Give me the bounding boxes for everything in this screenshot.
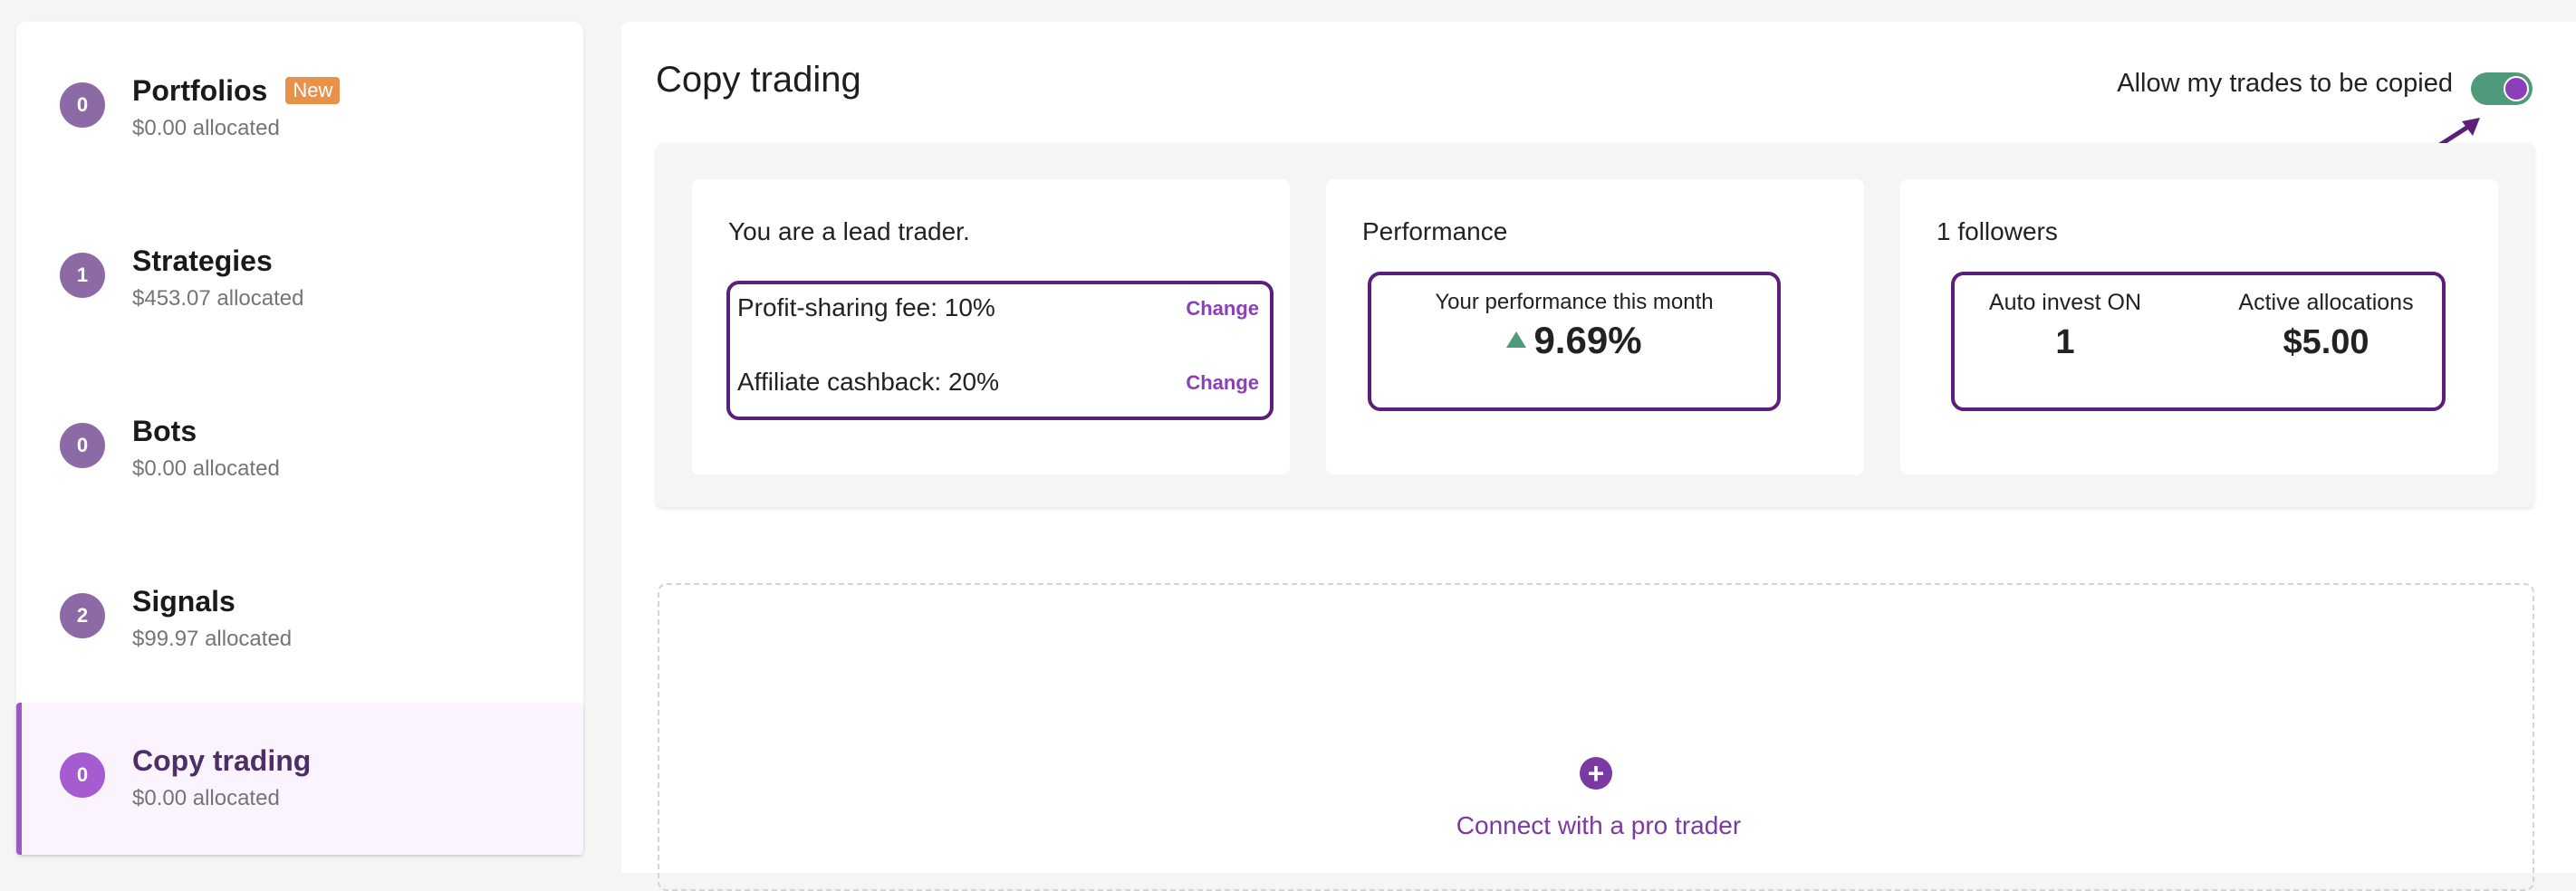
sidebar-item-label: Bots [132,415,197,447]
followers-stats-box: Auto invest ON 1 Active allocations $5.0… [1951,272,2446,411]
performance-value: 9.69% [1371,319,1777,362]
sidebar-item-strategies[interactable]: 1 Strategies $453.07 allocated [16,203,583,355]
sidebar-item-allocated: $453.07 allocated [132,286,304,311]
main-panel: Copy trading Allow my trades to be copie… [621,22,2576,891]
plus-circle-icon[interactable]: + [1580,757,1612,790]
auto-invest-stat: Auto invest ON 1 [1966,290,2165,362]
sidebar-item-label: Copy trading [132,744,312,777]
count-badge: 0 [60,423,105,468]
performance-percent: 9.69% [1533,319,1642,361]
active-allocations-value: $5.00 [2283,323,2369,361]
up-arrow-icon [1506,331,1527,348]
sidebar-item-allocated: $0.00 allocated [132,456,280,481]
allow-copy-label: Allow my trades to be copied [2117,69,2453,98]
fee-settings-box: Profit-sharing fee: 10% Change Affiliate… [726,281,1274,420]
sidebar-item-allocated: $0.00 allocated [132,786,280,810]
new-badge: New [285,77,341,104]
sidebar-item-bots[interactable]: 0 Bots $0.00 allocated [16,373,583,525]
sidebar-item-label: Portfolios [132,74,268,107]
connect-pro-trader-button[interactable]: Connect with a pro trader [1456,811,1742,839]
sidebar-item-copy-trading[interactable]: 0 Copy trading $0.00 allocated [16,703,583,855]
sidebar-item-allocated: $99.97 allocated [132,627,293,651]
allow-copy-toggle[interactable] [2471,72,2533,105]
affiliate-cashback-label: Affiliate cashback: 20% [737,368,999,396]
affiliate-cashback-row: Affiliate cashback: 20% Change [737,368,1259,397]
sidebar-item-allocated: $0.00 allocated [132,116,280,140]
sidebar-item-signals[interactable]: 2 Signals $99.97 allocated [16,543,583,695]
active-allocations-label: Active allocations [2238,290,2414,315]
followers-card: 1 followers Auto invest ON 1 Active allo… [1900,179,2498,474]
performance-heading: Performance [1362,217,1508,245]
profit-sharing-label: Profit-sharing fee: 10% [737,293,995,321]
performance-card: Performance Your performance this month … [1326,179,1864,474]
profit-sharing-row: Profit-sharing fee: 10% Change [737,293,1259,322]
count-badge: 0 [60,82,105,128]
count-badge: 2 [60,593,105,638]
sidebar-item-label: Strategies [132,244,273,277]
connect-pro-trader-area[interactable] [658,583,2534,891]
lead-trader-card: You are a lead trader. Profit-sharing fe… [692,179,1290,474]
followers-heading: 1 followers [1937,217,2058,245]
sidebar: 0 Portfolios New $0.00 allocated 1 Strate… [16,22,583,855]
count-badge: 1 [60,253,105,298]
auto-invest-value: 1 [2055,323,2075,361]
lead-trader-heading: You are a lead trader. [728,217,970,245]
summary-panel: You are a lead trader. Profit-sharing fe… [656,143,2534,507]
auto-invest-label: Auto invest ON [1988,290,2142,315]
performance-label: Your performance this month [1435,290,1714,314]
sidebar-item-title: Portfolios New [132,74,341,108]
page-title: Copy trading [656,60,861,100]
sidebar-item-portfolios[interactable]: 0 Portfolios New $0.00 allocated [16,33,583,185]
change-cashback-button[interactable]: Change [1186,371,1259,394]
sidebar-item-label: Signals [132,585,235,618]
active-allocations-stat: Active allocations $5.00 [2226,290,2426,362]
change-fee-button[interactable]: Change [1186,297,1259,320]
performance-box: Your performance this month 9.69% [1368,272,1781,411]
count-badge: 0 [60,752,105,798]
toggle-knob [2504,76,2529,101]
